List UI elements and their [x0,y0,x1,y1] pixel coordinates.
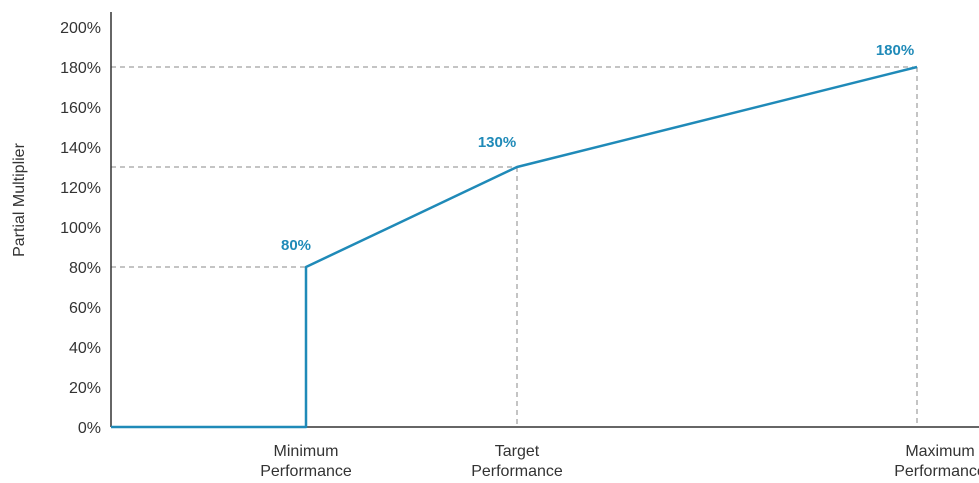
x-category-label-line1: Maximum [905,443,974,460]
data-label: 180% [876,42,914,59]
axes [110,12,979,428]
x-category-label-line2: Performance [894,463,979,480]
y-tick-label: 160% [60,100,101,117]
y-axis-title: Partial Multiplier [11,142,28,256]
y-tick-label: 80% [69,260,101,277]
y-tick-label: 40% [69,340,101,357]
y-tick-label: 100% [60,220,101,237]
y-tick-label: 120% [60,180,101,197]
y-tick-label: 140% [60,140,101,157]
x-category-label-line2: Performance [260,463,352,480]
y-tick-label: 60% [69,300,101,317]
data-label: 80% [281,237,311,254]
y-tick-label: 180% [60,60,101,77]
series-line [111,65,918,429]
x-category-label-line2: Performance [471,463,563,480]
x-category-label-line1: Target [495,443,540,460]
y-tick-label: 0% [78,420,101,437]
y-tick-labels: 0% 20% 40% 60% 80% 100% 120% 140% 160% 180% 200% [60,20,101,437]
x-category-label-line1: Minimum [274,443,339,460]
data-label: 130% [478,134,516,151]
x-category-labels: Minimum Performance Target Performance Maxim… [260,443,979,480]
data-labels: 80% 130% 180% [281,42,914,254]
y-tick-label: 20% [69,380,101,397]
y-tick-label: 200% [60,20,101,37]
guide-lines [111,66,918,427]
